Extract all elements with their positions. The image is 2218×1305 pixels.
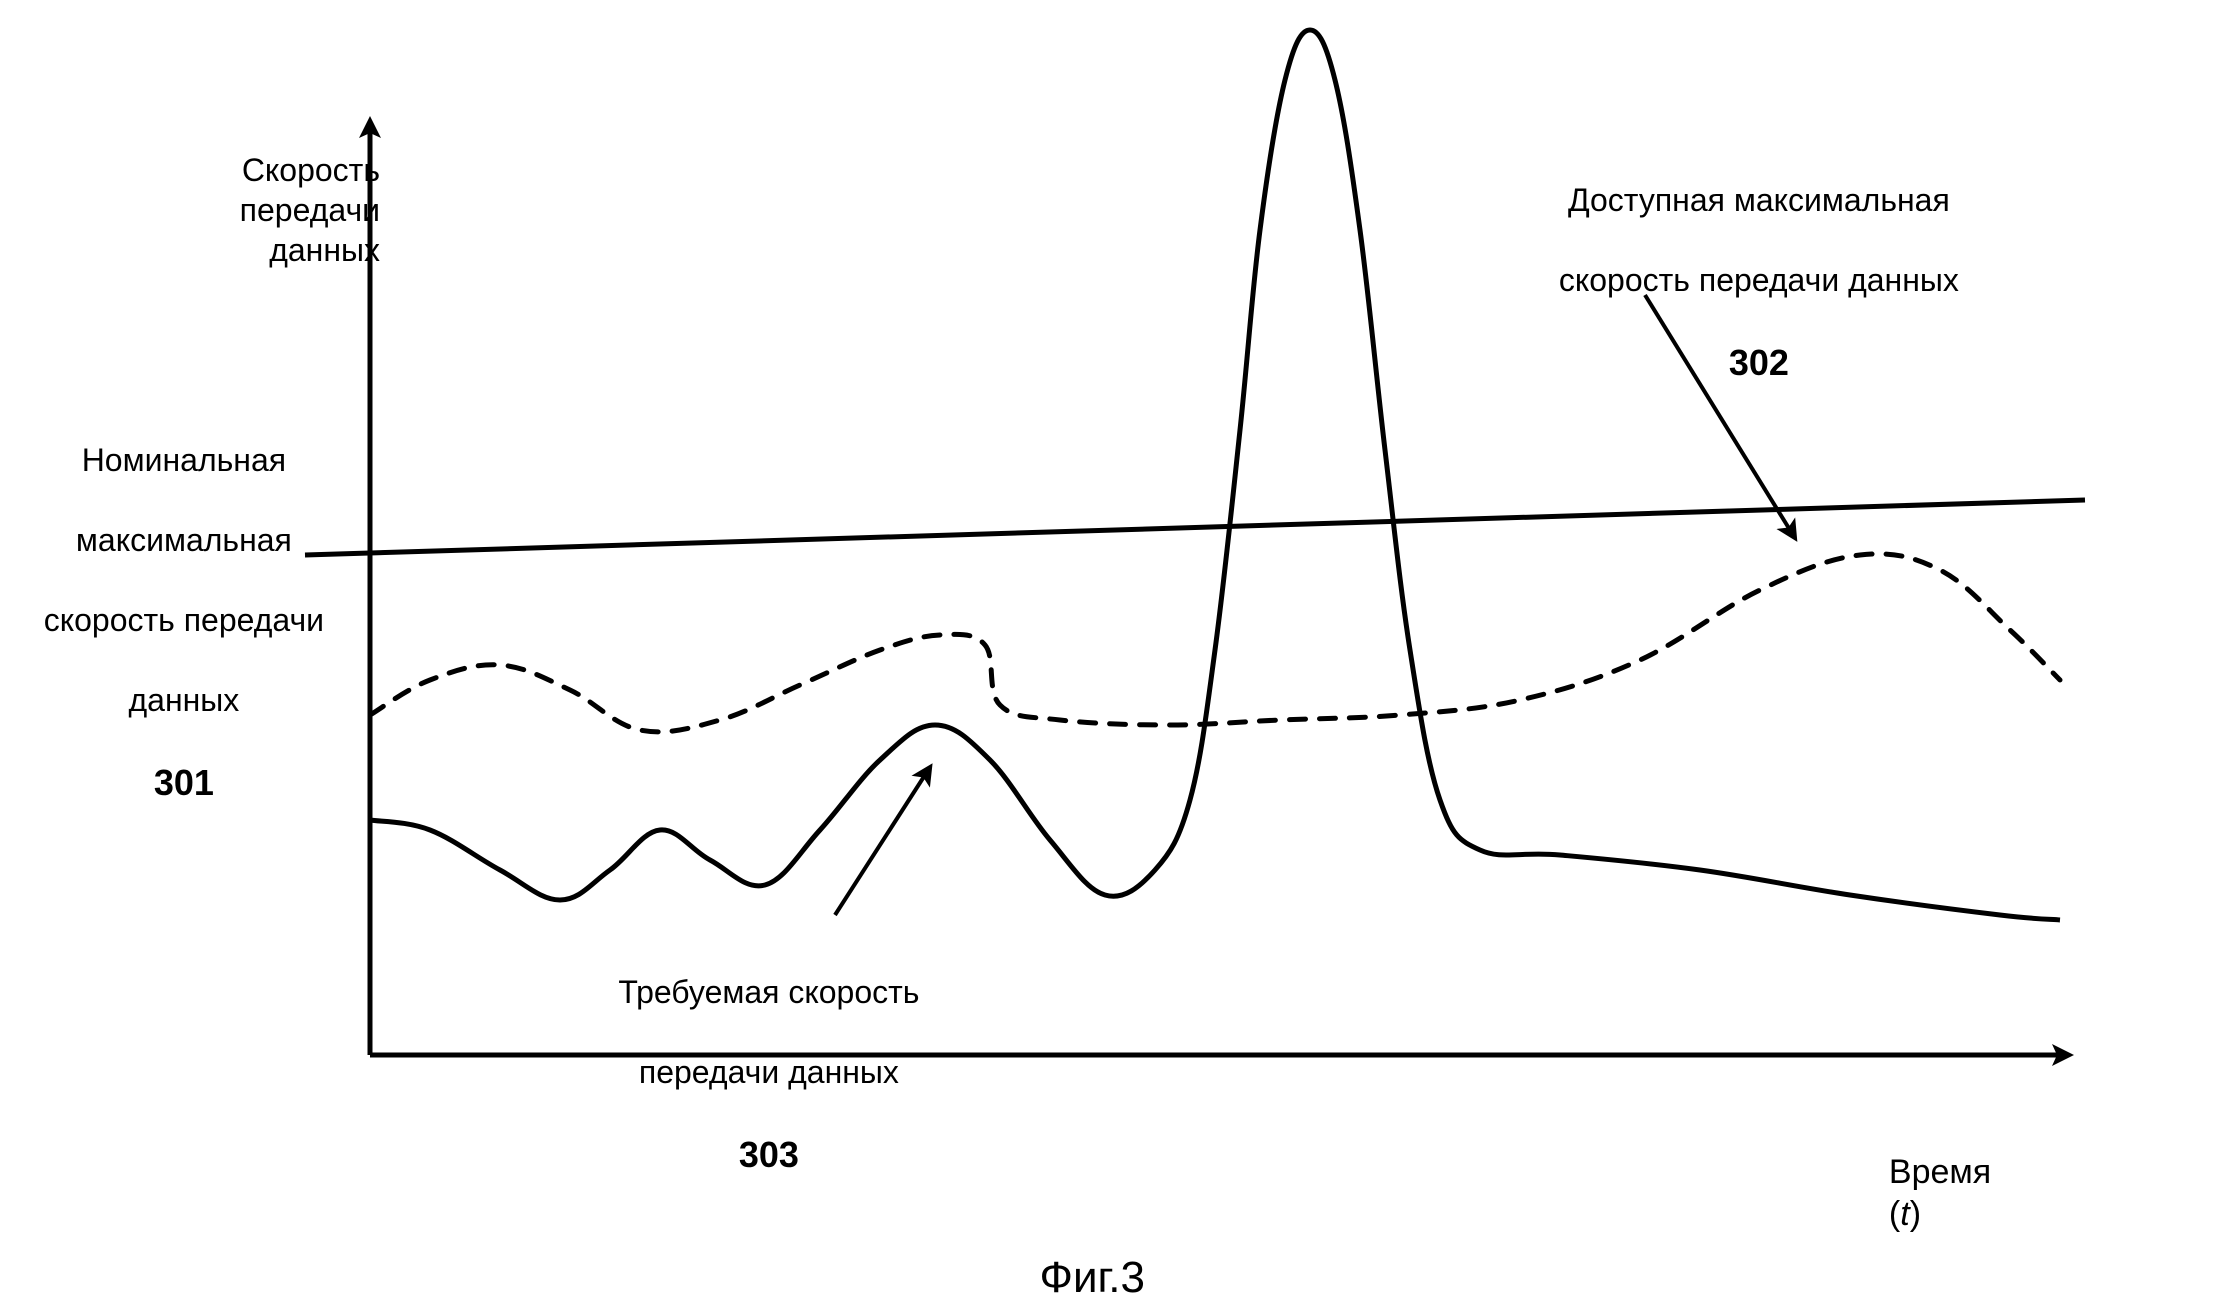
required-rate-label-line1: Требуемая скорость [618,974,919,1010]
available-max-label-line1: Доступная максимальная [1568,182,1950,218]
nominal-max-line [305,500,2085,555]
figure-caption: Фиг.3 [980,1195,1180,1305]
nominal-max-label-line4: данных [128,682,239,718]
figure-caption-text: Фиг.3 [1040,1253,1145,1302]
available-max-ref: 302 [1729,342,1789,383]
nominal-max-ref: 301 [154,762,214,803]
nominal-max-label-line2: максимальная [76,522,292,558]
required-rate-ref: 303 [739,1134,799,1175]
nominal-max-label-line1: Номинальная [82,442,286,478]
available-max-label: Доступная максимальная скорость передачи… [1500,140,2000,385]
available-max-label-line2: скорость передачи данных [1559,262,1959,298]
x-axis-label-word: Время [1889,1153,1991,1191]
required-rate-label-line2: передачи данных [639,1054,899,1090]
nominal-max-label: Номинальная максимальная скорость переда… [15,400,335,805]
y-axis-label: Скорость передачи данных [150,110,380,270]
annotation-arrows [835,295,1790,915]
required-rate-label: Требуемая скорость передачи данных 303 [560,932,960,1177]
x-axis-label: Время (t) [1870,1108,2120,1236]
nominal-max-label-line3: скорость передачи [44,602,324,638]
x-axis-label-paren: (t) [1889,1195,1921,1233]
y-axis-label-text: Скорость передачи данных [240,152,380,268]
x-axis-label-var: t [1900,1195,1909,1233]
